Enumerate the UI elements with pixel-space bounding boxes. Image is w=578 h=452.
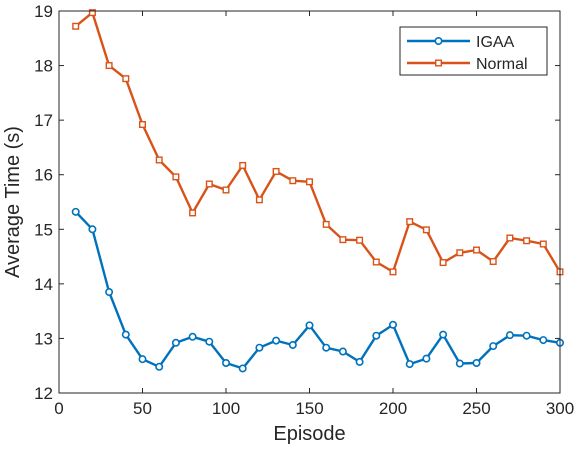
data-point [455,359,464,368]
data-point [222,358,231,367]
data-point [72,22,80,30]
data-point [372,331,381,340]
legend-box [399,26,548,76]
data-point [122,75,130,83]
ticks-layer: 0 50 100 150 200 250 300 12 13 14 15 16 17 18 19 [34,2,574,418]
data-point [406,218,414,226]
data-point [238,364,247,373]
data-point [339,236,347,244]
data-point [88,225,97,234]
data-point [205,180,213,188]
data-point [388,320,397,329]
data-point [506,234,514,242]
data-point [105,62,113,70]
data-point [155,362,164,371]
data-point [422,226,430,234]
data-point [505,331,514,340]
legend-marker [434,36,443,45]
data-point [288,340,297,349]
data-point [489,342,498,351]
data-point [539,240,547,248]
data-point [355,357,364,366]
data-point [138,355,147,364]
data-point [489,257,497,265]
data-point [155,156,163,164]
data-point [439,330,448,339]
data-point [356,236,364,244]
data-point [338,347,347,356]
legend-marker [435,59,443,67]
x-tick-label: 200 [379,399,407,418]
data-point [322,343,331,352]
y-tick-label: 14 [34,275,53,294]
legend-item-igaa: IGAA [407,34,515,51]
y-tick-label: 18 [34,57,53,76]
y-axis-label: Average Time (s) [2,126,24,278]
legend-label: Normal [476,56,528,73]
legend-item-normal: Normal [407,56,528,73]
data-point [255,343,264,352]
x-axis-label: Episode [273,423,345,445]
data-point [405,360,414,369]
series-normal [72,9,564,276]
data-point [522,331,531,340]
legend: IGAA Normal [399,26,548,76]
data-point [189,209,197,217]
data-point [322,220,330,228]
series-igaa [71,207,564,373]
data-point [205,337,214,346]
data-point [389,268,397,276]
x-tick-label: 250 [462,399,490,418]
data-point [456,249,464,257]
y-tick-label: 15 [34,220,53,239]
y-tick-label: 12 [34,384,53,403]
data-point [305,321,314,330]
data-point [188,332,197,341]
series-layer [71,9,564,373]
data-point [289,177,297,185]
data-point [255,196,263,204]
data-point [105,288,114,297]
data-point [539,336,548,345]
x-tick-label: 100 [212,399,240,418]
data-point [439,259,447,267]
data-point [138,121,146,129]
data-point [121,330,130,339]
x-tick-label: 300 [546,399,574,418]
data-point [472,358,481,367]
data-point [272,167,280,175]
data-point [372,258,380,266]
data-point [239,161,247,169]
x-tick-label: 50 [133,399,152,418]
data-point [523,237,531,245]
x-tick-label: 0 [54,399,63,418]
data-point [272,336,281,345]
y-tick-label: 13 [34,329,53,348]
y-tick-label: 17 [34,111,53,130]
data-point [422,354,431,363]
legend-label: IGAA [476,34,515,51]
data-point [171,338,180,347]
data-point [306,178,314,186]
plot-frame [58,10,561,394]
y-tick-label: 16 [34,166,53,185]
data-point [473,246,481,254]
data-point [172,173,180,181]
x-tick-label: 150 [295,399,323,418]
data-point [71,207,80,216]
y-tick-label: 19 [34,2,53,21]
data-point [222,186,230,194]
data-point [88,9,96,17]
